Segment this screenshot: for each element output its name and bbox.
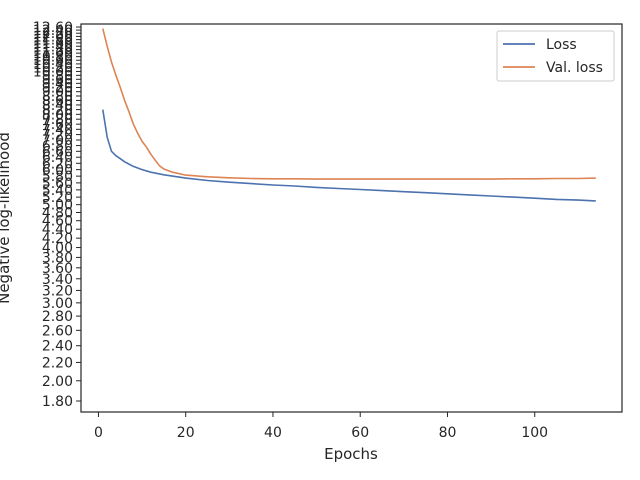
y-tick-label: 11.80 [33,33,73,49]
y-tick-label: 6.20 [42,156,73,172]
y-tick-label: 9.00 [42,85,73,101]
y-tick-label: 10.00 [33,64,73,80]
y-tick-label: 7.40 [42,122,73,138]
y-tick-label: 4.40 [42,222,73,238]
series-lines [102,28,596,202]
y-tick-label: 5.80 [42,169,73,185]
y-tick-label: 9.60 [42,72,73,88]
plot-frame [80,23,623,413]
legend-entry: Loss [546,37,577,53]
y-tick-label: 8.80 [42,89,73,105]
y-tick-label: 11.00 [33,46,73,62]
y-tick-label: 3.00 [42,296,73,312]
y-tick-label: 12.20 [33,26,73,42]
y-tick-label: 8.60 [42,93,73,109]
y-tick-label: 5.20 [42,190,73,206]
y-tick-label: 6.40 [42,150,73,166]
x-tick-label: 0 [94,425,103,441]
y-axis-ticks: 1.80 2.00 2.202.402.602.803.003.203.403.60… [33,20,81,410]
y-tick-label: 11.60 [33,36,73,52]
y-tick-label: 12.60 [33,20,73,36]
y-tick-label: 10.80 [33,50,73,66]
y-tick-label: 7.00 [42,133,73,149]
y-tick-label: 6.80 [42,139,73,155]
y-tick-label: 10.60 [33,53,73,69]
y-tick-label: 3.60 [42,261,73,277]
series-line-val-loss [102,28,596,180]
y-tick-label: 1.80 [42,394,73,410]
x-tick-label: 100 [521,425,548,441]
x-axis-label: Epochs [324,445,378,463]
y-tick-label: 9.80 [42,68,73,84]
y-tick-label: 3.40 [42,272,73,288]
x-tick-label: 20 [177,425,195,441]
plot-background [81,24,622,412]
y-tick-label: 8.40 [42,98,73,114]
y-tick-label: 12.00 [33,29,73,45]
y-tick-label: 5.40 [42,183,73,199]
legend: Loss Val. loss [496,30,615,82]
y-tick-label: 7.60 [42,117,73,133]
x-tick-label: 80 [439,425,457,441]
legend-entry: Val. loss [546,60,603,76]
y-axis-label: Negative log-likelihood [0,132,13,304]
x-tick-label: 40 [264,425,282,441]
y-tick-label: 10.40 [33,57,73,73]
y-tick-label: 7.80 [42,112,73,128]
y-tick-label: 2.20 [42,355,73,371]
y-tick-label: 2.60 [42,323,73,339]
y-tick-label: 2.40 [42,339,73,355]
y-tick-label: 8.20 [42,103,73,119]
y-tick-label: 3.80 [42,250,73,266]
y-tick-label: 5.00 [42,198,73,214]
y-tick-label: 6.00 [42,163,73,179]
y-tick-label: 6.60 [42,144,73,160]
y-tick-label: 4.80 [42,206,73,222]
y-tick-label: 2.00 [42,374,73,390]
series-line-loss [102,109,596,202]
y-tick-label: 5.60 [42,176,73,192]
y-tick-label: 4.00 [42,241,73,257]
x-axis-ticks: 0 20 40 60 80 100 [94,412,548,441]
y-tick-label: 7.20 [42,128,73,144]
y-tick-label: 9.40 [42,76,73,92]
y-tick-label: 3.20 [42,283,73,299]
y-tick-label: 9.20 [42,80,73,96]
y-tick-label: 2.80 [42,309,73,325]
y-tick-label: 12.40 [33,23,73,39]
y-tick-label: 11.20 [33,43,73,59]
x-tick-label: 60 [351,425,369,441]
y-tick-label: 4.60 [42,214,73,230]
y-tick-label: 10.20 [33,61,73,77]
y-tick-label: 8.00 [42,107,73,123]
y-tick-label: 4.20 [42,231,73,247]
y-tick-label: 11.40 [33,39,73,55]
